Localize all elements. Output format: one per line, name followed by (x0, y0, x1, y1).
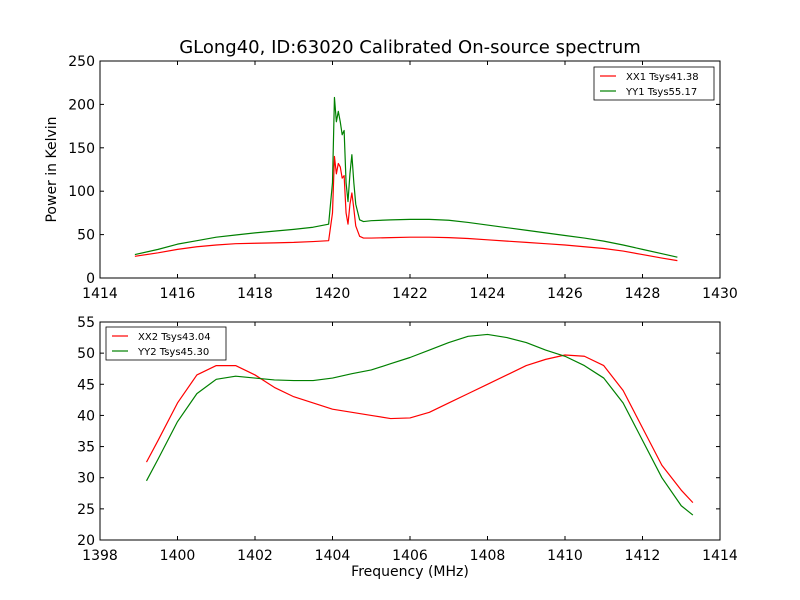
y-tick-label: 50 (77, 228, 95, 244)
legend-entry: XX1 Tsys41.38 (626, 72, 699, 83)
y-tick-label: 200 (68, 97, 95, 113)
legend-box (105, 326, 227, 361)
y-axis-label: Power in Kelvin (44, 116, 60, 222)
y-tick-label: 50 (77, 346, 95, 362)
top-panel: 1414 1416 1418 1420 1422 1424 1426 1428 1430 0 50 1… (44, 54, 738, 302)
x-tick-label: 1410 (547, 548, 583, 564)
x-tick-label: 1404 (315, 548, 351, 564)
legend-entry: YY1 Tsys55.17 (625, 87, 697, 98)
x-tick-label: 1418 (237, 286, 273, 302)
x-tick-label: 1424 (470, 286, 506, 302)
series-line-0-1 (134, 96, 678, 258)
x-tick-label: 1412 (625, 548, 661, 564)
x-tick-label: 1414 (82, 286, 118, 302)
x-tick-label: 1414 (702, 548, 738, 564)
y-tick-label: 250 (68, 54, 95, 70)
x-tick-label: 1408 (470, 548, 506, 564)
x-tick-label: 1428 (625, 286, 661, 302)
x-tick-label: 1426 (547, 286, 583, 302)
y-tick-label: 25 (77, 502, 95, 518)
y-tick-label: 35 (77, 440, 95, 456)
x-tick-label: 1400 (160, 548, 196, 564)
y-tick-label: 100 (68, 184, 95, 200)
legend-entry: YY2 Tsys45.30 (137, 347, 209, 358)
legend-box (593, 66, 715, 101)
x-tick-label: 1420 (315, 286, 351, 302)
y-tick-label: 20 (77, 533, 95, 549)
x-tick-label: 1422 (392, 286, 428, 302)
chart-title: GLong40, ID:63020 Calibrated On-source s… (179, 37, 641, 58)
series-line-1-1 (145, 333, 694, 516)
x-tick-label: 1430 (702, 286, 738, 302)
x-axis-label: Frequency (MHz) (351, 564, 469, 580)
x-tick-label: 1398 (82, 548, 118, 564)
y-tick-label: 30 (77, 471, 95, 487)
y-tick-label: 0 (86, 271, 95, 287)
bottom-panel: 1398 1400 1402 1404 1406 1408 1410 1412 1414 20 25… (77, 315, 738, 580)
x-tick-label: 1416 (160, 286, 196, 302)
y-tick-label: 40 (77, 408, 95, 424)
series-line-0-0 (134, 155, 678, 262)
y-tick-label: 150 (68, 141, 95, 157)
series-line-1-0 (145, 354, 694, 504)
legend-entry: XX2 Tsys43.04 (138, 332, 211, 343)
y-tick-label: 45 (77, 377, 95, 393)
x-tick-label: 1406 (392, 548, 428, 564)
x-tick-label: 1402 (237, 548, 273, 564)
y-tick-label: 55 (77, 315, 95, 331)
